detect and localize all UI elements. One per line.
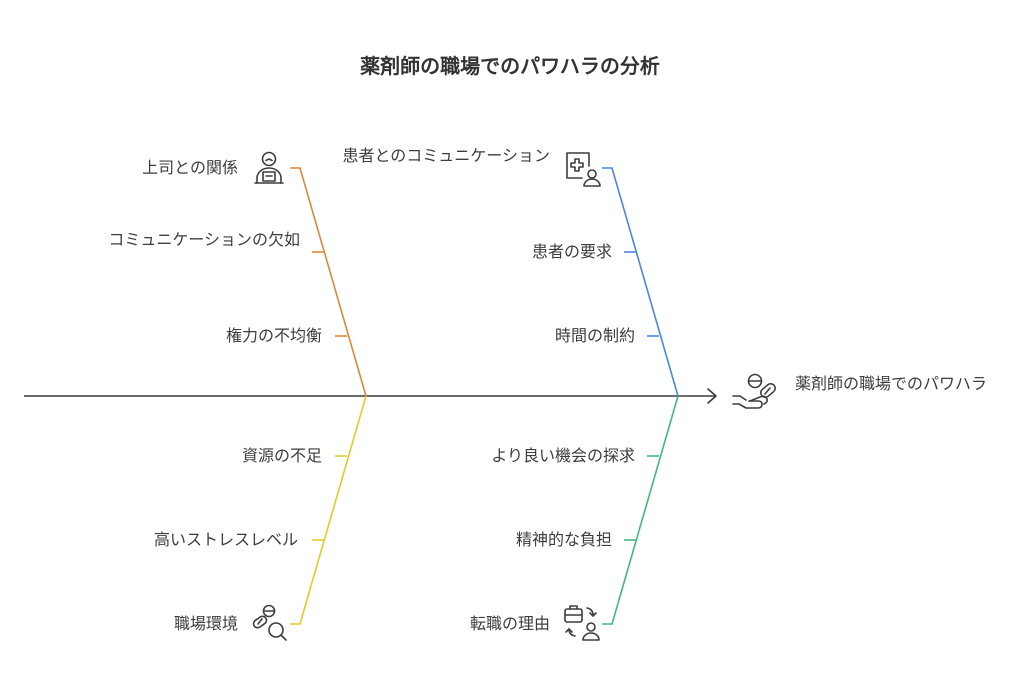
job-change-icon [564, 605, 600, 641]
cause-label: 精神的な負担 [515, 530, 612, 549]
cause-label: 権力の不均衡 [225, 326, 322, 345]
spine-arrowhead [707, 388, 717, 404]
bone-line [602, 167, 679, 397]
bone-top-left [290, 167, 367, 397]
patient-record-icon [566, 152, 601, 187]
cause-label: 時間の制約 [554, 326, 635, 345]
pills-search-icon [252, 604, 287, 641]
supervisor-icon [254, 151, 284, 184]
cause-label: コミュニケーションの欠如 [108, 230, 300, 249]
bone-top-right [602, 167, 679, 397]
bone-line [602, 395, 679, 625]
bone-bottom-left [290, 395, 367, 625]
cause-label: 資源の不足 [241, 446, 322, 465]
category-label-workplace-environment: 職場環境 [173, 614, 238, 633]
bone-line [290, 167, 367, 397]
hand-pills-icon [732, 373, 776, 409]
effect-label: 薬剤師の職場でのパワハラ [795, 374, 987, 393]
cause-label: より良い機会の探求 [491, 446, 635, 465]
bone-bottom-right [602, 395, 679, 625]
cause-label: 患者の要求 [531, 242, 612, 261]
diagram-title: 薬剤師の職場でのパワハラの分析 [360, 54, 660, 78]
category-label-patient-communication: 患者とのコミュニケーション [342, 146, 550, 165]
category-label-supervisor: 上司との関係 [142, 158, 238, 177]
bone-line [290, 395, 367, 625]
category-label-job-change-reason: 転職の理由 [469, 614, 550, 633]
cause-label: 高いストレスレベル [153, 530, 298, 549]
